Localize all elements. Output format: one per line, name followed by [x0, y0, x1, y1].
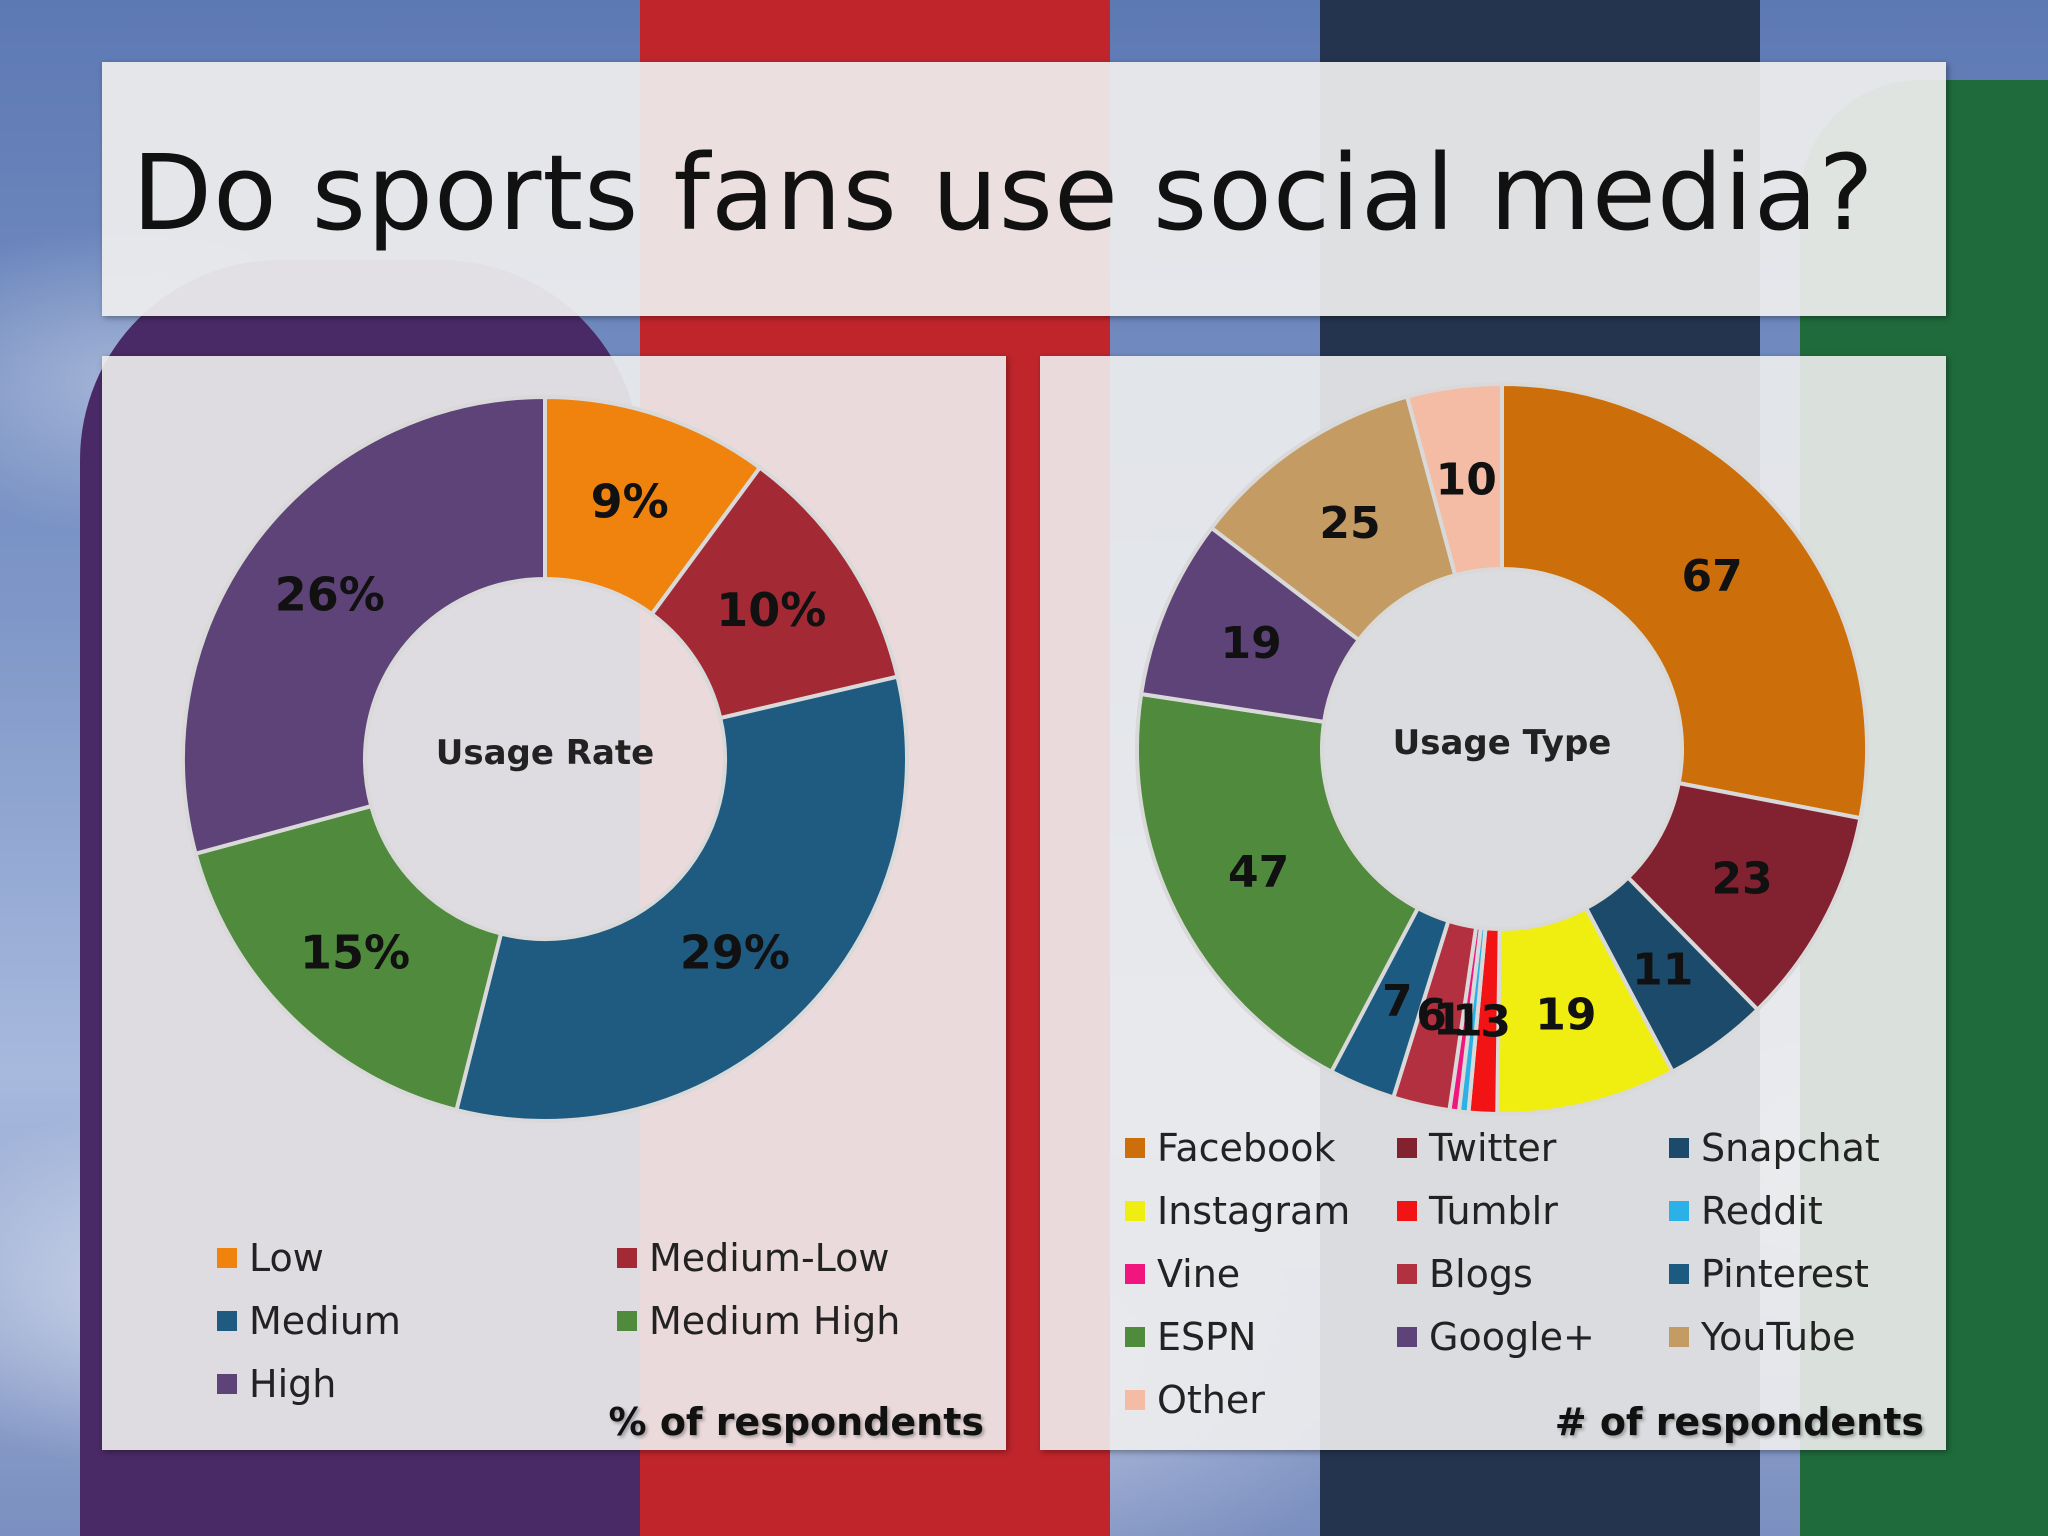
- legend-item-snapchat: Snapchat: [1669, 1126, 1880, 1170]
- legend-label-google: Google+: [1429, 1315, 1595, 1359]
- legend-label-other: Other: [1157, 1378, 1265, 1422]
- legend-item-facebook: Facebook: [1125, 1126, 1336, 1170]
- slice-label-pinterest: 7: [1382, 976, 1413, 1027]
- legend-item-tumblr: Tumblr: [1397, 1189, 1558, 1233]
- usage-rate-center-label: Usage Rate: [436, 733, 654, 773]
- legend-label-youtube: YouTube: [1701, 1315, 1856, 1359]
- title-panel: Do sports fans use social media?: [102, 62, 1946, 316]
- legend-label-instagram: Instagram: [1157, 1189, 1351, 1233]
- slice-label-twitter: 23: [1711, 853, 1772, 904]
- slice-label-instagram: 19: [1535, 989, 1596, 1040]
- legend-item-blogs: Blogs: [1397, 1252, 1533, 1296]
- legend-swatch-blogs: [1397, 1264, 1417, 1284]
- legend-swatch-high: [217, 1374, 237, 1394]
- legend-swatch-instagram: [1125, 1201, 1145, 1221]
- slice-high: [181, 394, 547, 857]
- legend-label-pinterest: Pinterest: [1701, 1252, 1869, 1296]
- legend-label-tumblr: Tumblr: [1429, 1189, 1558, 1233]
- legend-swatch-medium: [217, 1311, 237, 1331]
- legend-label-medium: Medium: [249, 1299, 401, 1343]
- slice-label-vine: 1: [1433, 995, 1464, 1046]
- legend-swatch-twitter: [1397, 1138, 1417, 1158]
- legend-swatch-pinterest: [1669, 1264, 1689, 1284]
- slice-medium-low: [649, 464, 900, 721]
- slice-facebook: [1500, 381, 1869, 821]
- legend-swatch-low: [217, 1248, 237, 1268]
- slice-label-tumblr: 3: [1480, 997, 1511, 1048]
- legend-item-twitter: Twitter: [1397, 1126, 1556, 1170]
- legend-item-vine: Vine: [1125, 1252, 1240, 1296]
- legend-swatch-vine: [1125, 1264, 1145, 1284]
- slice-label-high: 26%: [275, 567, 385, 621]
- legend-item-pinterest: Pinterest: [1669, 1252, 1869, 1296]
- legend-label-reddit: Reddit: [1701, 1189, 1823, 1233]
- legend-item-instagram: Instagram: [1125, 1189, 1350, 1233]
- slice-label-google: 19: [1220, 618, 1281, 669]
- usage-rate-panel: Usage Rate 9% 10% 29% 15% 26% Low Medium-Low M…: [102, 356, 1006, 1450]
- slice-espn: [1135, 691, 1421, 1075]
- legend-item-low: Low: [217, 1236, 324, 1280]
- legend-label-high: High: [249, 1362, 337, 1406]
- legend-swatch-snapchat: [1669, 1138, 1689, 1158]
- slice-medium: [454, 674, 909, 1123]
- legend-label-snapchat: Snapchat: [1701, 1126, 1880, 1170]
- legend-item-other: Other: [1125, 1378, 1265, 1422]
- legend-label-vine: Vine: [1157, 1252, 1241, 1296]
- usage-type-panel: Usage Type 67 23 11 19 3 1 1 6 7 47 19 25 10 Faceboo…: [1040, 356, 1946, 1450]
- legend-swatch-google: [1397, 1327, 1417, 1347]
- legend-swatch-reddit: [1669, 1201, 1689, 1221]
- legend-item-high: High: [217, 1362, 336, 1406]
- usage-type-center-label: Usage Type: [1393, 723, 1612, 763]
- slice-label-espn: 47: [1228, 847, 1289, 898]
- legend-swatch-other: [1125, 1390, 1145, 1410]
- usage-type-footer: # of respondents: [1554, 1400, 1924, 1444]
- legend-swatch-tumblr: [1397, 1201, 1417, 1221]
- legend-item-reddit: Reddit: [1669, 1189, 1823, 1233]
- legend-label-medium-low: Medium-Low: [649, 1236, 890, 1280]
- legend-item-youtube: YouTube: [1669, 1315, 1856, 1359]
- legend-item-medium-high: Medium High: [617, 1299, 900, 1343]
- slice-label-snapchat: 11: [1632, 944, 1693, 995]
- slice-label-low: 9%: [591, 475, 669, 529]
- legend-swatch-medium-low: [617, 1248, 637, 1268]
- slice-label-medium: 29%: [680, 925, 790, 979]
- slice-label-other: 10: [1436, 454, 1497, 505]
- legend-label-low: Low: [249, 1236, 324, 1280]
- legend-label-twitter: Twitter: [1429, 1126, 1557, 1170]
- slice-youtube: [1208, 394, 1458, 643]
- legend-item-espn: ESPN: [1125, 1315, 1256, 1359]
- slice-label-youtube: 25: [1319, 498, 1380, 549]
- slice-medium-high: [193, 803, 504, 1113]
- legend-label-espn: ESPN: [1157, 1315, 1257, 1359]
- usage-rate-footer: % of respondents: [608, 1400, 984, 1444]
- legend-label-medium-high: Medium High: [649, 1299, 901, 1343]
- legend-item-google: Google+: [1397, 1315, 1595, 1359]
- slide-title: Do sports fans use social media?: [132, 132, 1875, 254]
- legend-swatch-facebook: [1125, 1138, 1145, 1158]
- slice-label-medium-high: 15%: [300, 925, 410, 979]
- legend-label-facebook: Facebook: [1157, 1126, 1336, 1170]
- slice-label-medium-low: 10%: [716, 583, 826, 637]
- slice-label-blogs: 6: [1416, 990, 1447, 1041]
- legend-label-blogs: Blogs: [1429, 1252, 1533, 1296]
- legend-swatch-medium-high: [617, 1311, 637, 1331]
- slice-label-facebook: 67: [1682, 551, 1743, 602]
- legend-swatch-espn: [1125, 1327, 1145, 1347]
- legend-swatch-youtube: [1669, 1327, 1689, 1347]
- usage-rate-donut-chart: Usage Rate 9% 10% 29% 15% 26%: [181, 394, 909, 1123]
- legend-item-medium-low: Medium-Low: [617, 1236, 890, 1280]
- slice-label-reddit: 1: [1452, 995, 1483, 1046]
- legend-item-medium: Medium: [217, 1299, 401, 1343]
- slice-other: [1404, 381, 1504, 578]
